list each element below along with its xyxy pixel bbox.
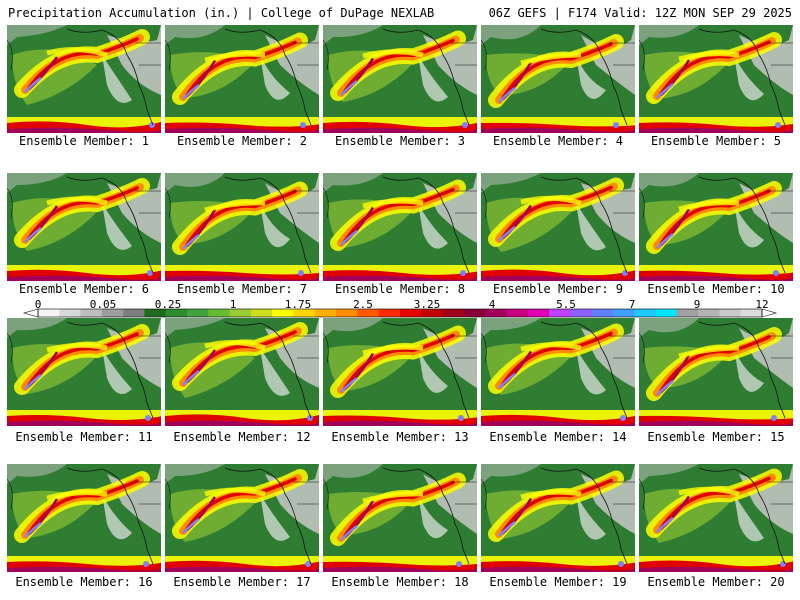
ensemble-member-map bbox=[323, 464, 477, 572]
ensemble-member-label: Ensemble Member: 2 bbox=[176, 134, 308, 148]
colorbar-swatch bbox=[570, 309, 593, 317]
ensemble-member-label: Ensemble Member: 17 bbox=[173, 575, 311, 589]
ensemble-member-map bbox=[639, 25, 793, 133]
colorbar-swatch bbox=[59, 309, 82, 317]
colorbar-swatch bbox=[485, 309, 507, 317]
colorbar-swatch bbox=[80, 309, 103, 317]
precip-colorbar bbox=[22, 308, 778, 318]
colorbar-swatch bbox=[293, 309, 316, 317]
ensemble-member-map bbox=[323, 318, 477, 426]
colorbar-swatch bbox=[272, 309, 295, 317]
colorbar-tick-label: 5.5 bbox=[556, 298, 576, 311]
ensemble-member-map bbox=[323, 173, 477, 281]
ensemble-member-map bbox=[7, 318, 161, 426]
colorbar-tick-label: 12 bbox=[755, 298, 769, 311]
ensemble-member-map bbox=[639, 464, 793, 572]
colorbar-swatch bbox=[698, 309, 720, 317]
ensemble-member-map bbox=[639, 173, 793, 281]
ensemble-member-map bbox=[165, 173, 319, 281]
colorbar-tick-label: 7 bbox=[628, 298, 636, 311]
ensemble-member-label: Ensemble Member: 3 bbox=[334, 134, 466, 148]
page-title: Precipitation Accumulation (in.) | Colle… bbox=[8, 6, 435, 20]
colorbar-swatch bbox=[336, 309, 358, 317]
ensemble-member-label: Ensemble Member: 1 bbox=[18, 134, 150, 148]
colorbar-tick-label: 0.25 bbox=[154, 298, 182, 311]
colorbar-swatch bbox=[123, 309, 145, 317]
ensemble-member-map bbox=[481, 173, 635, 281]
colorbar-swatch bbox=[676, 309, 699, 317]
ensemble-member-label: Ensemble Member: 6 bbox=[18, 282, 150, 296]
ensemble-member-label: Ensemble Member: 4 bbox=[492, 134, 624, 148]
colorbar-swatch bbox=[101, 309, 124, 317]
colorbar-swatch bbox=[549, 309, 571, 317]
colorbar-swatch bbox=[250, 309, 273, 317]
ensemble-member-label: Ensemble Member: 9 bbox=[492, 282, 624, 296]
colorbar-tick-label: 0.05 bbox=[89, 298, 117, 311]
colorbar-swatch bbox=[208, 309, 231, 317]
ensemble-member-label: Ensemble Member: 18 bbox=[331, 575, 469, 589]
ensemble-member-map bbox=[481, 318, 635, 426]
colorbar-swatch bbox=[591, 309, 614, 317]
ensemble-member-map bbox=[165, 318, 319, 426]
ensemble-member-label: Ensemble Member: 15 bbox=[647, 430, 785, 444]
ensemble-member-label: Ensemble Member: 13 bbox=[331, 430, 469, 444]
ensemble-member-label: Ensemble Member: 14 bbox=[489, 430, 627, 444]
colorbar-swatch bbox=[719, 309, 742, 317]
ensemble-member-label: Ensemble Member: 19 bbox=[489, 575, 627, 589]
colorbar-swatch bbox=[527, 309, 550, 317]
colorbar-tick-label: 0 bbox=[34, 298, 42, 311]
ensemble-member-map bbox=[165, 25, 319, 133]
colorbar-swatch bbox=[314, 309, 337, 317]
colorbar-tick-label: 4 bbox=[488, 298, 496, 311]
colorbar-swatch bbox=[38, 309, 60, 317]
colorbar-swatch bbox=[421, 309, 444, 317]
colorbar-swatch bbox=[634, 309, 657, 317]
colorbar-tick-label: 1.75 bbox=[284, 298, 312, 311]
ensemble-member-label: Ensemble Member: 5 bbox=[650, 134, 782, 148]
ensemble-member-label: Ensemble Member: 10 bbox=[647, 282, 785, 296]
colorbar-swatch bbox=[357, 309, 380, 317]
colorbar-swatch bbox=[378, 309, 401, 317]
ensemble-member-label: Ensemble Member: 11 bbox=[15, 430, 153, 444]
ensemble-member-map bbox=[7, 25, 161, 133]
ensemble-member-map bbox=[7, 173, 161, 281]
colorbar-swatch bbox=[165, 309, 188, 317]
ensemble-member-label: Ensemble Member: 8 bbox=[334, 282, 466, 296]
colorbar-tick-label: 1 bbox=[229, 298, 237, 311]
ensemble-member-map bbox=[165, 464, 319, 572]
colorbar-swatch bbox=[463, 309, 486, 317]
ensemble-member-label: Ensemble Member: 16 bbox=[15, 575, 153, 589]
colorbar-swatch bbox=[400, 309, 422, 317]
colorbar-tick-label: 2.5 bbox=[353, 298, 373, 311]
ensemble-member-map bbox=[323, 25, 477, 133]
ensemble-member-label: Ensemble Member: 7 bbox=[176, 282, 308, 296]
ensemble-member-label: Ensemble Member: 20 bbox=[647, 575, 785, 589]
colorbar-swatch bbox=[229, 309, 252, 317]
ensemble-member-label: Ensemble Member: 12 bbox=[173, 430, 311, 444]
colorbar-swatch bbox=[506, 309, 529, 317]
ensemble-member-map bbox=[481, 464, 635, 572]
colorbar-tick-label: 3.25 bbox=[413, 298, 441, 311]
colorbar-outline bbox=[37, 308, 763, 318]
ensemble-member-map bbox=[481, 25, 635, 133]
colorbar-swatch bbox=[187, 309, 209, 317]
colorbar-swatch bbox=[740, 309, 763, 317]
model-run-info: 06Z GEFS | F174 Valid: 12Z MON SEP 29 20… bbox=[488, 6, 792, 20]
colorbar-swatch bbox=[144, 309, 167, 317]
ensemble-member-map bbox=[639, 318, 793, 426]
ensemble-member-map bbox=[7, 464, 161, 572]
colorbar-swatch bbox=[612, 309, 635, 317]
colorbar-swatch bbox=[655, 309, 678, 317]
colorbar-swatch bbox=[442, 309, 465, 317]
colorbar-tick-label: 9 bbox=[693, 298, 701, 311]
